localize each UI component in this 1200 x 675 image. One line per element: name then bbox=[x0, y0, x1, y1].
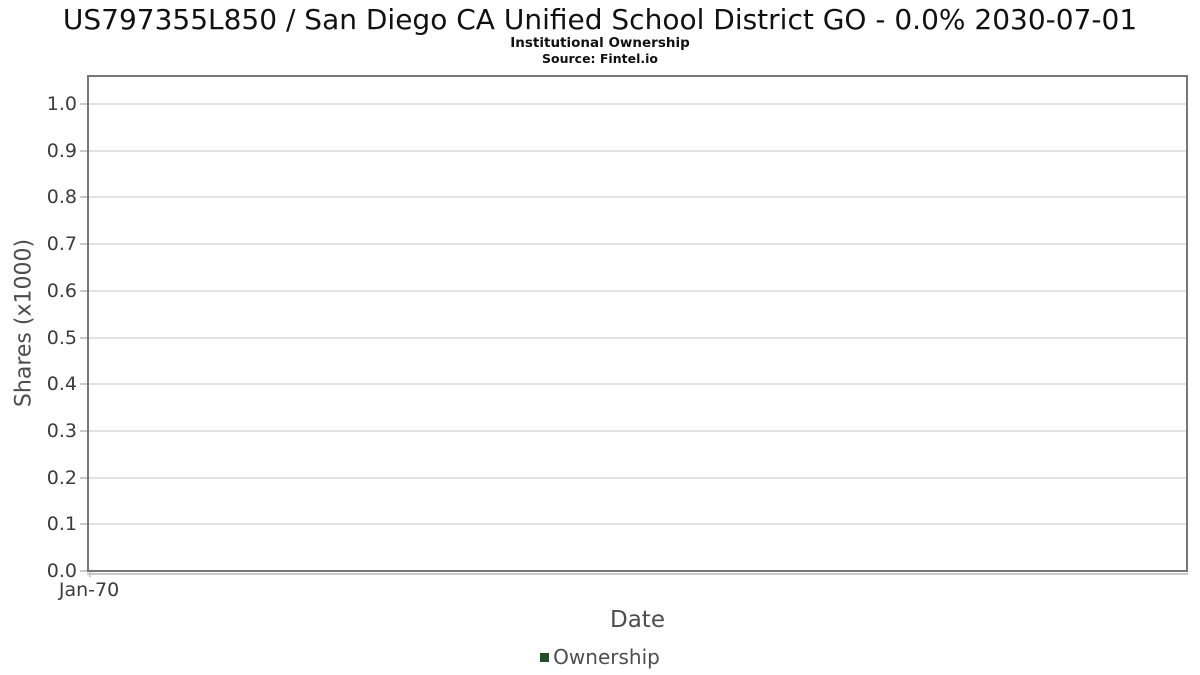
y-tick-label: 0.4 bbox=[46, 373, 77, 396]
y-tick-mark bbox=[80, 149, 87, 152]
y-tick-mark bbox=[80, 336, 87, 339]
x-axis-label: Date bbox=[610, 607, 665, 633]
gridline bbox=[89, 289, 1186, 292]
y-tick-mark bbox=[80, 196, 87, 199]
gridline bbox=[89, 149, 1186, 152]
gridline bbox=[89, 383, 1186, 386]
y-tick-label: 1.0 bbox=[46, 93, 77, 115]
legend: Ownership bbox=[0, 645, 1200, 669]
y-tick-label: 0.7 bbox=[46, 233, 77, 256]
chart-source: Source: Fintel.io bbox=[542, 51, 658, 66]
y-tick-mark bbox=[80, 476, 87, 479]
y-tick-mark bbox=[80, 243, 87, 246]
y-tick-mark bbox=[80, 289, 87, 292]
chart-title: US797355L850 / San Diego CA Unified Scho… bbox=[62, 3, 1138, 36]
gridline bbox=[89, 243, 1186, 246]
gridline bbox=[89, 429, 1186, 432]
y-tick-mark bbox=[80, 383, 87, 386]
y-tick-label: 0.1 bbox=[46, 513, 77, 536]
y-tick-label: 0.5 bbox=[46, 326, 77, 349]
gridline bbox=[89, 476, 1186, 479]
y-tick-label: 0.2 bbox=[46, 466, 77, 489]
y-tick-mark bbox=[80, 570, 87, 572]
y-tick-mark bbox=[80, 523, 87, 526]
y-tick-label: 0.8 bbox=[46, 186, 77, 209]
y-tick-mark bbox=[80, 103, 87, 105]
gridline bbox=[89, 336, 1186, 339]
y-tick-mark bbox=[80, 429, 87, 432]
x-tick-label: Jan-70 bbox=[58, 579, 120, 601]
legend-item-ownership[interactable]: Ownership bbox=[540, 645, 660, 669]
chart-subtitle: Institutional Ownership bbox=[510, 35, 690, 51]
gridline bbox=[89, 103, 1186, 105]
x-axis-baseline bbox=[87, 573, 1188, 575]
y-tick-label: 0.3 bbox=[46, 419, 77, 442]
y-tick-label: 0.6 bbox=[46, 279, 77, 302]
gridline bbox=[89, 196, 1186, 199]
legend-label: Ownership bbox=[553, 645, 660, 669]
y-tick-label: 0.9 bbox=[46, 139, 77, 162]
x-tick-mark bbox=[89, 572, 91, 577]
y-tick-label: 0.0 bbox=[46, 560, 77, 582]
legend-marker-icon bbox=[540, 652, 550, 662]
plot-area: 0.0 0.1 0.2 0.3 0.4 0.5 0.6 0.7 0.8 0.9 1.0 Jan-70 bbox=[47, 75, 1188, 601]
gridline bbox=[89, 523, 1186, 526]
